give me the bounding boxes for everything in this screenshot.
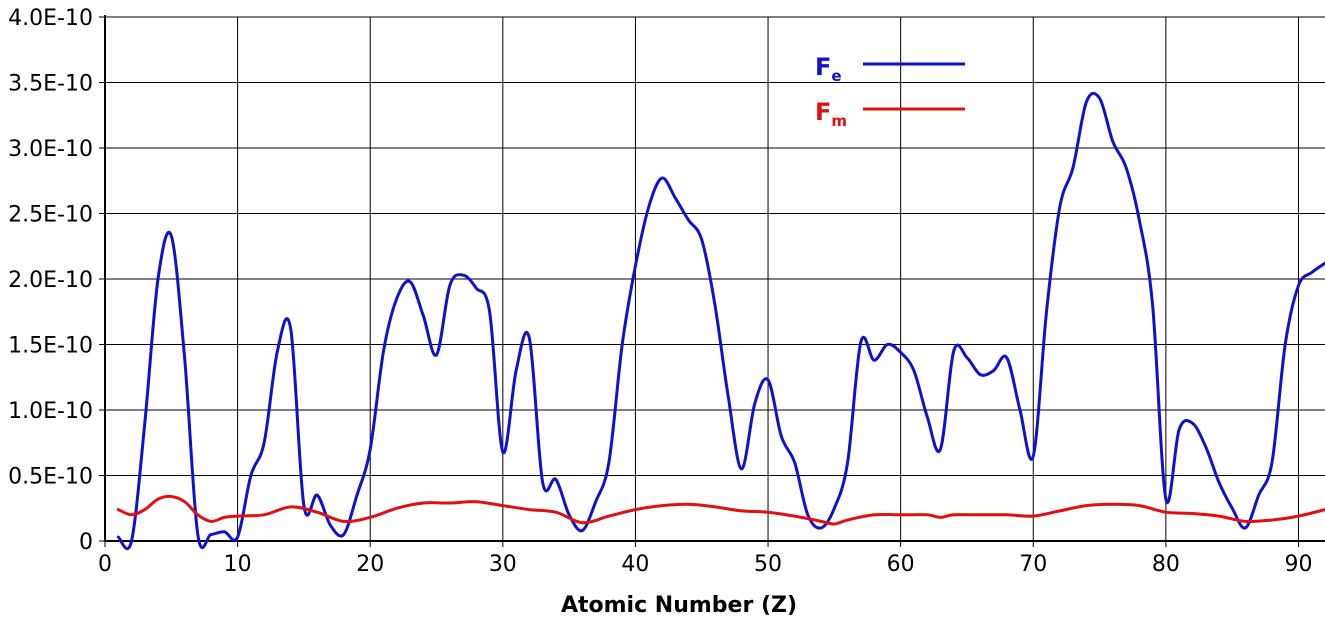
x-tick-label: 10 <box>224 552 252 577</box>
y-tick-label: 4.0E-10 <box>8 6 93 31</box>
y-tick-label: 2.5E-10 <box>8 203 93 228</box>
y-tick-label: 0.5E-10 <box>8 465 93 490</box>
x-tick-labels: 0 10 20 30 40 50 60 70 80 90 <box>98 552 1312 577</box>
y-tick-labels: 0 0.5E-10 1.0E-10 1.5E-10 2.0E-10 2.5E-10 3.0E… <box>8 6 93 555</box>
x-tick-label: 20 <box>356 552 384 577</box>
x-tick-label: 0 <box>98 552 112 577</box>
legend: Fe Fm <box>815 53 965 130</box>
axes <box>99 15 1325 547</box>
grid <box>105 16 1325 541</box>
series <box>116 91 1325 550</box>
series-line-fm <box>116 494 1325 526</box>
x-tick-label: 90 <box>1284 552 1312 577</box>
x-tick-label: 80 <box>1152 552 1180 577</box>
x-axis-label: Atomic Number (Z) <box>561 593 797 617</box>
y-tick-label: 1.5E-10 <box>8 334 93 359</box>
x-tick-label: 60 <box>887 552 915 577</box>
y-tick-label: 3.0E-10 <box>8 137 93 162</box>
x-tick-label: 50 <box>754 552 782 577</box>
x-tick-label: 30 <box>489 552 517 577</box>
y-tick-label: 3.5E-10 <box>8 72 93 97</box>
y-tick-label: 1.0E-10 <box>8 399 93 424</box>
y-tick-label: 0 <box>79 530 93 555</box>
y-tick-label: 2.0E-10 <box>8 268 93 293</box>
series-line-fe <box>116 91 1325 550</box>
legend-label-fe: Fe <box>815 53 842 85</box>
legend-label-fm: Fm <box>815 98 847 130</box>
x-tick-label: 40 <box>621 552 649 577</box>
x-tick-label: 70 <box>1019 552 1047 577</box>
